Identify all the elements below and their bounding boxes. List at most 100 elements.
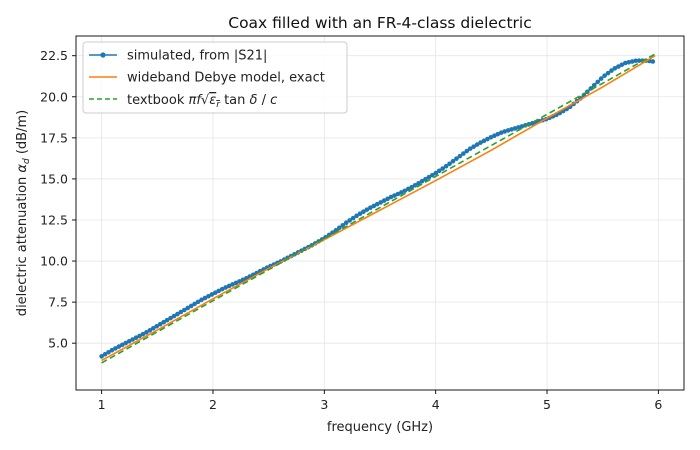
series-simulated-point [164, 317, 170, 323]
x-tick-label: 4 [432, 397, 440, 412]
y-tick-label: 7.5 [48, 295, 68, 310]
series-simulated-point [350, 215, 356, 221]
series-simulated-point [368, 205, 373, 211]
series-simulated-point [116, 344, 122, 349]
series-simulated-point [195, 299, 201, 305]
series-simulated-point [178, 309, 184, 315]
series-debye-line [101, 55, 656, 362]
series-simulated-point [123, 340, 129, 346]
series-simulated-point [168, 315, 173, 321]
series-simulated-point [137, 333, 142, 339]
y-tick-label: 10.0 [40, 254, 68, 269]
series-simulated-point [206, 293, 211, 299]
series-simulated-point [147, 328, 153, 333]
series-simulated-point [461, 151, 466, 156]
series-simulated-point [385, 196, 390, 202]
series-simulated-point [213, 290, 218, 296]
series-simulated-point [619, 62, 625, 68]
series-simulated-point [109, 347, 115, 353]
y-tick-label: 22.5 [40, 48, 68, 63]
x-axis-label: frequency (GHz) [327, 420, 433, 435]
series-simulated-point [426, 174, 432, 180]
y-tick-label: 15.0 [40, 171, 68, 186]
series-simulated-point [509, 127, 514, 132]
series-simulated-point [395, 191, 401, 197]
y-tick-label: 12.5 [40, 212, 68, 227]
series-simulated-point [202, 295, 208, 301]
y-tick-label: 5.0 [48, 336, 68, 351]
y-tick-label: 20.0 [40, 89, 68, 104]
series-simulated-point [450, 158, 456, 164]
series-simulated-point [226, 283, 232, 289]
series-simulated-point [340, 222, 346, 228]
y-tick-label: 17.5 [40, 130, 68, 145]
series-simulated-point [436, 168, 442, 174]
series-simulated-point [485, 136, 490, 142]
series-simulated-point [354, 213, 359, 219]
series-simulated-point [364, 207, 370, 212]
series-textbook-line [101, 53, 656, 364]
series-simulated-point [175, 311, 180, 317]
series-simulated-point [130, 337, 135, 342]
series-simulated-point [609, 68, 614, 73]
series-simulated-point [416, 180, 421, 186]
series-simulated-point [457, 153, 463, 159]
series-simulated-point [402, 188, 408, 194]
series-simulated-point [471, 144, 476, 149]
series-simulated-point [626, 59, 632, 65]
series-simulated-point [150, 326, 156, 331]
series-simulated-point [219, 286, 225, 292]
series-simulated-point [474, 142, 480, 147]
x-tick-label: 5 [543, 397, 551, 412]
series-simulated-point [423, 176, 428, 182]
series-simulated-point [399, 190, 404, 195]
series-simulated-point [337, 225, 342, 231]
series-simulated-point [488, 134, 494, 140]
series-simulated-point [361, 209, 366, 214]
series-simulated-point [133, 335, 139, 341]
series-simulated-point [616, 64, 621, 69]
y-axis-label: dielectric attenuation αd (dB/m) [15, 110, 32, 316]
series-simulated-point [440, 166, 445, 171]
series-simulated-point [430, 172, 435, 178]
series-simulated-point [629, 59, 635, 64]
series-simulated-point [636, 58, 642, 63]
series-simulated-point [126, 338, 132, 344]
series-simulated-point [192, 301, 197, 307]
series-simulated-point [492, 133, 497, 138]
series-simulated-point [154, 323, 160, 329]
series-simulated-point [181, 307, 187, 313]
legend-label-textbook-name: textbook [127, 93, 185, 108]
series-simulated-point [467, 146, 473, 151]
series-simulated-point [106, 349, 111, 355]
series-simulated-point [188, 303, 194, 309]
series-simulated-point [433, 170, 439, 176]
series-simulated-point [602, 73, 607, 78]
x-tick-label: 6 [654, 397, 662, 412]
legend-label-debye: wideband Debye model, exact [127, 71, 325, 86]
series-simulated-point [495, 131, 501, 137]
series-simulated-point [113, 346, 118, 351]
series-simulated-point [478, 140, 483, 145]
series-layer [99, 53, 656, 364]
series-simulated-point [633, 58, 638, 64]
series-simulated-point [347, 218, 352, 223]
series-simulated-point [650, 59, 656, 64]
series-simulated-point [405, 186, 411, 192]
series-simulated-point [412, 183, 418, 188]
series-simulated-point [237, 279, 242, 284]
series-simulated-point [464, 148, 470, 154]
series-simulated-point [605, 70, 611, 76]
series-simulated-point [374, 201, 380, 207]
x-tick-label: 2 [209, 397, 217, 412]
series-simulated-point [102, 351, 108, 357]
x-tick-label: 3 [320, 397, 328, 412]
series-simulated-point [392, 193, 397, 198]
chart-title: Coax filled with an FR-4-class dielectri… [228, 14, 531, 32]
series-simulated-point [481, 138, 487, 144]
series-simulated-point [119, 342, 125, 348]
series-simulated-point [388, 194, 394, 200]
series-simulated-point [343, 220, 349, 226]
series-simulated-point [502, 129, 507, 134]
